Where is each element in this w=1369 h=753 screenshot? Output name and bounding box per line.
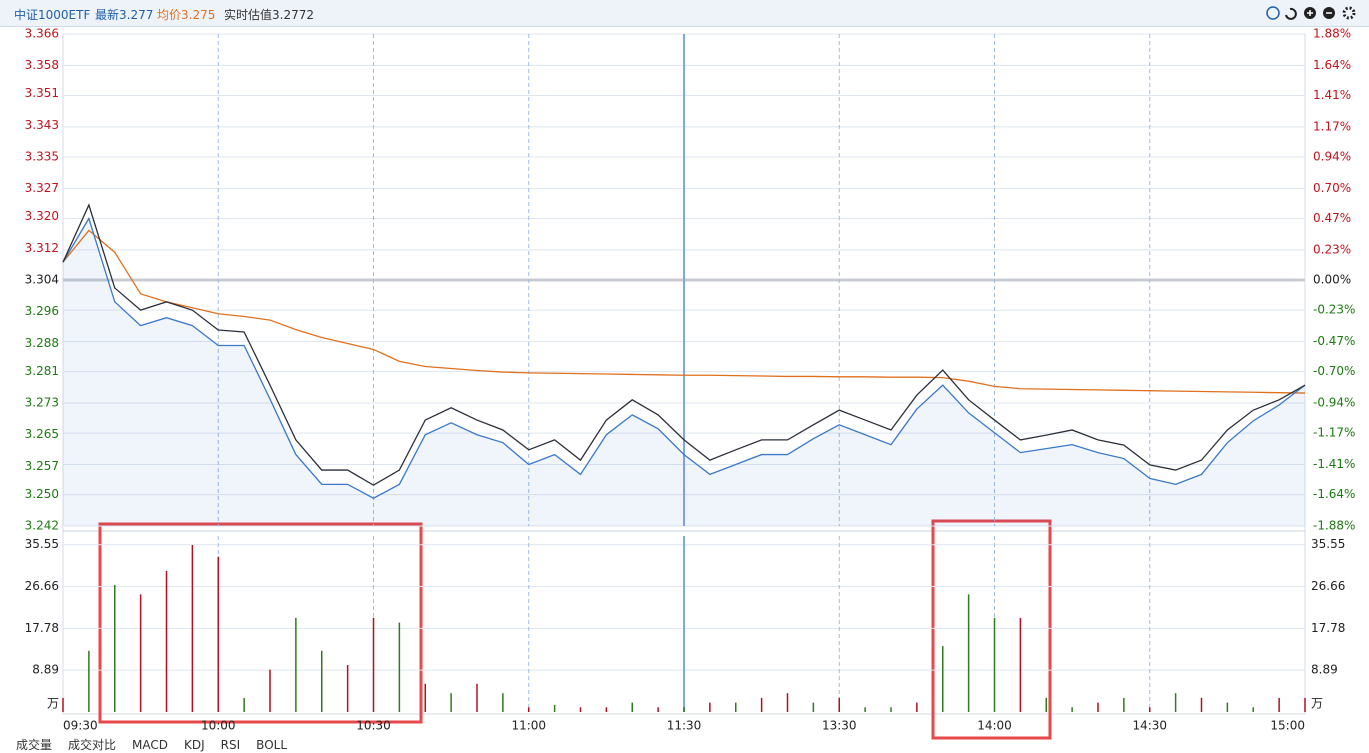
y2-tick-label: 8.89 [1311,663,1338,677]
y2-tick-label: 1.64% [1313,58,1351,72]
y-tick-label: 8.89 [32,663,59,677]
y2-tick-label: -0.70% [1313,364,1355,378]
y2-tick-label: 1.17% [1313,119,1351,133]
y-tick-label: 26.66 [25,579,59,593]
y-tick-label: 3.320 [25,209,59,223]
y2-tick-label: 35.55 [1311,537,1345,551]
y2-tick-label: 万 [1311,697,1323,711]
indicator-tabs: 成交量 成交对比 MACD KDJ RSI BOLL [16,736,303,753]
x-tick-label: 11:00 [511,719,546,733]
x-tick-label: 15:00 [1270,719,1305,733]
y2-tick-label: 0.47% [1313,211,1351,225]
y-tick-label: 17.78 [25,621,59,635]
x-tick-label: 10:00 [201,719,236,733]
y-tick-label: 3.327 [25,181,59,195]
y-tick-label: 3.250 [25,487,59,501]
y-tick-label: 3.312 [25,241,59,255]
y2-tick-label: -1.64% [1313,487,1355,501]
indicator-tab[interactable]: KDJ [184,738,205,752]
indicator-tab[interactable]: 成交对比 [68,738,117,752]
y-tick-label: 万 [47,697,59,711]
y-tick-label: 3.288 [25,336,59,350]
y-tick-label: 3.366 [25,27,59,41]
y-tick-label: 3.351 [25,86,59,100]
price-line [62,229,1306,394]
y2-tick-label: -0.23% [1313,303,1355,317]
x-tick-label: 09:30 [63,719,98,733]
y-tick-label: 3.242 [25,519,59,533]
highlight-box [98,522,423,724]
header-bar: 中证1000ETF 最新3.277 均价3.275 实时估值3.2772 [0,0,1369,27]
indicator-tab[interactable]: 成交量 [16,738,53,752]
y-tick-label: 3.343 [25,118,59,132]
chart: 1.88% 3.366 1.64% 3.358 1.41% 3.351 1.17% 3.343… [25,27,1355,740]
y2-tick-label: 0.70% [1313,181,1351,195]
highlight-box [931,519,1052,740]
y-tick-label: 3.304 [25,273,59,287]
y-tick-label: 35.55 [25,537,59,551]
y2-tick-label: -0.47% [1313,334,1355,348]
y2-tick-label: 1.88% [1313,27,1351,41]
y2-tick-label: -0.94% [1313,396,1355,410]
x-tick-label: 10:30 [356,719,391,733]
indicator-tab[interactable]: BOLL [256,738,288,752]
y-tick-label: 3.265 [25,427,59,441]
x-tick-label: 14:00 [977,719,1012,733]
y-tick-label: 3.273 [25,396,59,410]
area-fill [63,218,1305,526]
y2-tick-label: 0.00% [1313,273,1351,287]
avg-price: 均价3.275 [157,8,216,22]
x-tick-label: 14:30 [1132,719,1167,733]
y-tick-label: 3.358 [25,58,59,72]
iopv: 实时估值3.2772 [224,8,314,22]
y2-tick-label: -1.88% [1313,519,1355,533]
y-tick-label: 3.296 [25,304,59,318]
x-tick-label: 11:30 [667,719,702,733]
latest-price: 最新3.277 [95,8,154,22]
indicator-tab[interactable]: MACD [132,738,169,752]
y2-tick-label: 26.66 [1311,579,1345,593]
price-line [62,216,1306,499]
y-tick-label: 3.281 [25,364,59,378]
price-line [62,203,1306,486]
toolbar-icons[interactable] [1265,5,1365,21]
fund-name: 中证1000ETF [14,8,91,22]
y2-tick-label: -1.41% [1313,457,1355,471]
y2-tick-label: -1.17% [1313,426,1355,440]
y2-tick-label: 1.41% [1313,88,1351,102]
y2-tick-label: 17.78 [1311,621,1345,635]
y-tick-label: 3.257 [25,459,59,473]
indicator-tab[interactable]: RSI [220,738,241,752]
y2-tick-label: 0.23% [1313,242,1351,256]
x-tick-label: 13:30 [822,719,857,733]
y-tick-label: 3.335 [25,150,59,164]
y2-tick-label: 0.94% [1313,150,1351,164]
